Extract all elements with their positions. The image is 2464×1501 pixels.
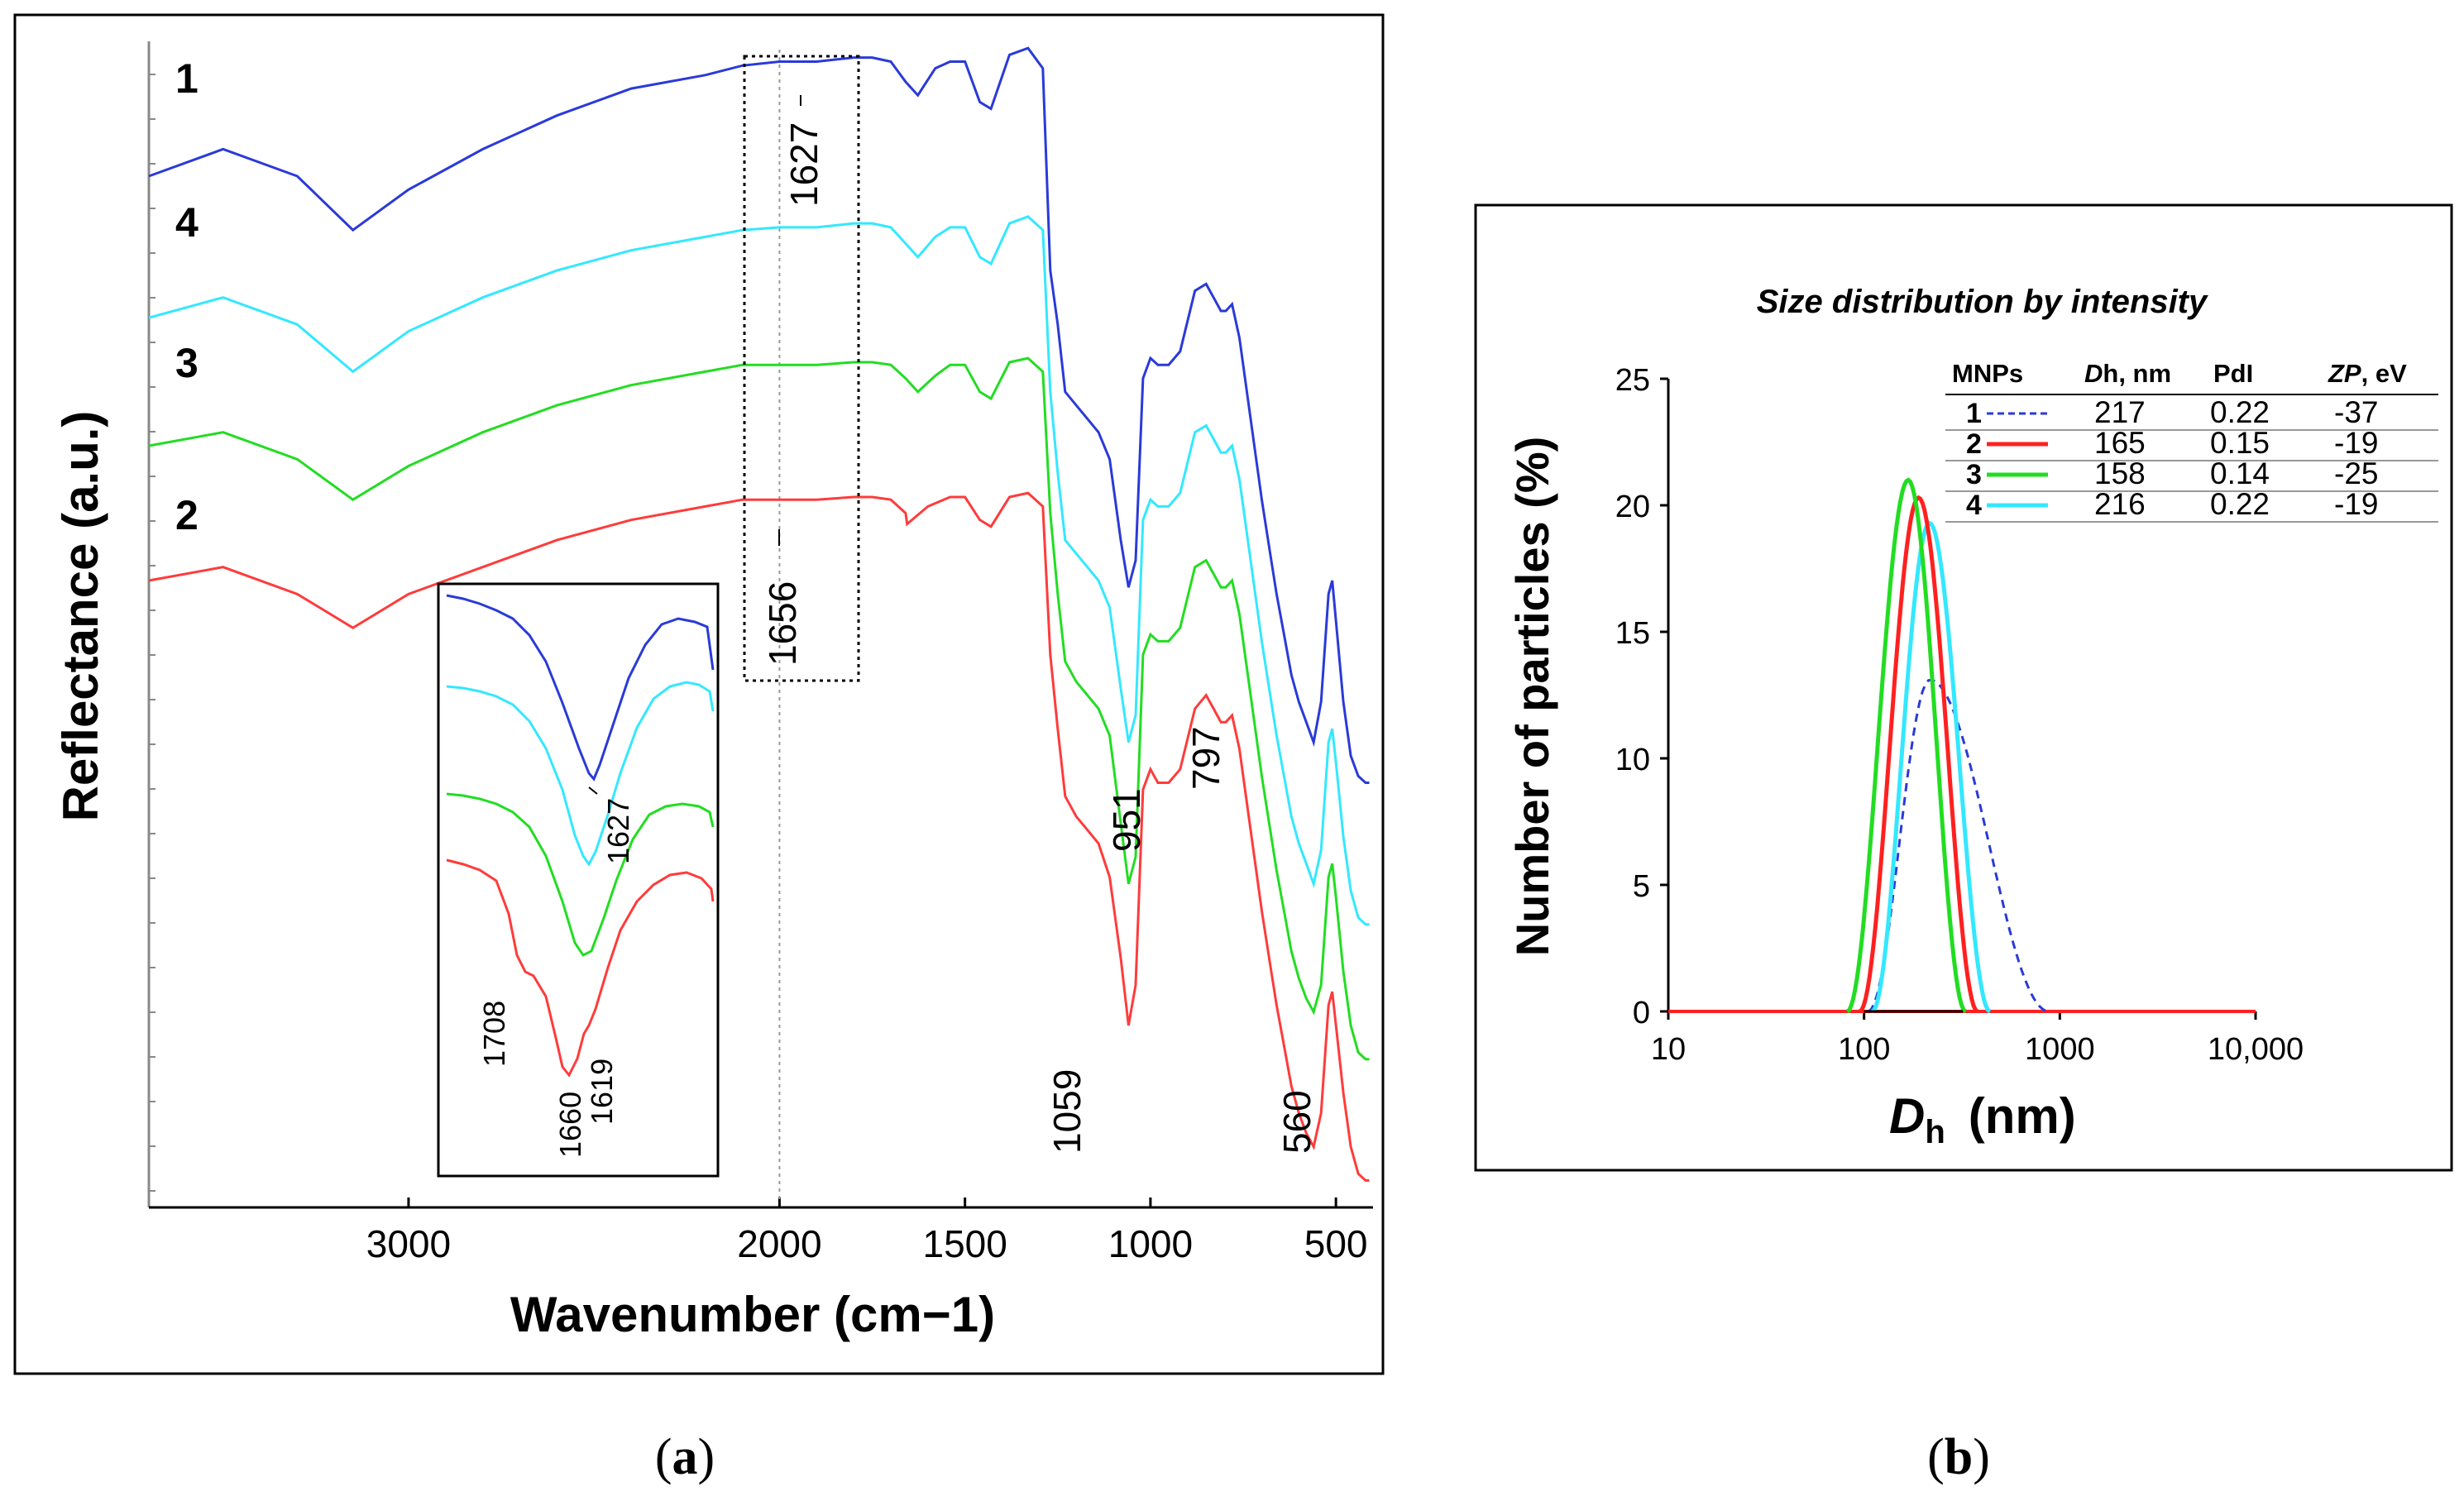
panel-a-y-label: Reflectance (a.u.) <box>53 411 108 822</box>
panel-b-x-label: Dh (nm) <box>1889 1088 2076 1150</box>
table-header-dh: Dh, nm <box>2084 359 2171 388</box>
series-label-4: 4 <box>175 199 199 246</box>
panel-b-series <box>1668 477 2256 1014</box>
panel-b-y-tick-label: 10 <box>1615 743 1650 777</box>
panel-b-frame <box>1474 203 2453 1172</box>
spectrum-series-3 <box>148 356 1370 1061</box>
spectrum-series-2 <box>148 491 1370 1182</box>
inset-frame <box>437 582 720 1178</box>
panel-b-y-label: Number of particles (%) <box>1506 437 1558 957</box>
table-cell-dh: 216 <box>2094 487 2146 521</box>
table-cell-pdi: 0.14 <box>2210 457 2270 490</box>
size-distribution-series-3 <box>1845 477 1967 1014</box>
table-cell-zp: -19 <box>2334 426 2378 460</box>
table-header-zp: ZP, eV <box>2328 359 2407 388</box>
panel-a-x-tick-label: 3000 <box>366 1222 451 1265</box>
table-row: 1 217 0.22 -37 <box>1945 395 2438 431</box>
table-row: 3 158 0.14 -25 <box>1945 457 2438 492</box>
peak-label-1627: 1627 <box>782 122 825 207</box>
panel-b: Size distribution by intensity 0 5 10 15 20 2… <box>1474 203 2453 1172</box>
caption-a: (a) <box>655 1429 715 1485</box>
size-distribution-series-4 <box>1871 520 1992 1014</box>
panel-b-title: Size distribution by intensity <box>1757 284 2208 320</box>
series-label-2: 2 <box>175 492 199 538</box>
table-header-mnps: MNPs <box>1952 359 2023 388</box>
panel-b-x-ticks: 10 100 1000 10,000 <box>1651 1011 2304 1067</box>
table-cell-id: 2 <box>1966 428 1982 460</box>
table-cell-zp: -37 <box>2334 395 2378 429</box>
peak-label-560: 560 <box>1275 1090 1318 1154</box>
peak-label-797: 797 <box>1184 726 1227 790</box>
panel-b-y-tick-label: 5 <box>1633 869 1650 904</box>
spectrum-series-1 <box>148 46 1370 784</box>
series-label-3: 3 <box>175 340 199 386</box>
peak-label-951: 951 <box>1105 788 1148 852</box>
panel-a-y-minor-ticks <box>149 74 155 1192</box>
panel-b-x-tick-label: 10 <box>1651 1032 1686 1067</box>
panel-a-series <box>148 46 1370 1182</box>
series-label-1: 1 <box>175 55 199 102</box>
panel-a-x-tick-label: 2000 <box>737 1222 821 1265</box>
peak-label-1656: 1656 <box>761 581 804 666</box>
size-distribution-series-2 <box>1858 495 1979 1014</box>
panel-b-y-tick-label: 20 <box>1615 490 1650 524</box>
table-cell-dh: 165 <box>2094 426 2146 460</box>
inset-label-1660: 1660 <box>553 1092 587 1158</box>
table-cell-pdi: 0.22 <box>2210 395 2270 429</box>
inset-chart: 1627 1708 1660 1619 <box>437 582 720 1178</box>
size-distribution-series-1 <box>1867 678 2050 1013</box>
panel-a: 3000 2000 1500 1000 500 1 4 3 2 Reflectance … <box>13 13 1385 1375</box>
table-cell-zp: -19 <box>2334 487 2378 521</box>
table-cell-id: 1 <box>1966 398 1982 429</box>
panel-b-y-ticks: 0 5 10 15 20 25 <box>1615 363 1668 1030</box>
table-cell-id: 3 <box>1966 459 1982 490</box>
size-table: MNPs Dh, nm PdI ZP, eV 1 217 0.22 -37 2 165 0.… <box>1945 359 2438 523</box>
highlight-box <box>743 55 860 682</box>
table-row: 4 216 0.22 -19 <box>1945 487 2438 523</box>
table-cell-pdi: 0.15 <box>2210 426 2270 460</box>
panel-a-frame <box>13 13 1385 1375</box>
panel-b-y-tick-label: 0 <box>1633 996 1650 1030</box>
panel-b-y-tick-label: 15 <box>1615 616 1650 651</box>
caption-b: (b) <box>1927 1429 1990 1485</box>
table-header-pdi: PdI <box>2213 359 2253 388</box>
spectrum-series-4 <box>148 215 1370 926</box>
peak-label-1059: 1059 <box>1045 1069 1088 1154</box>
panel-a-x-tick-label: 1000 <box>1108 1222 1193 1265</box>
table-row: 2 165 0.15 -19 <box>1945 426 2438 461</box>
inset-label-1708: 1708 <box>477 1001 511 1067</box>
panel-b-x-tick-label: 1000 <box>2025 1032 2095 1067</box>
inset-label-1627: 1627 <box>601 798 635 864</box>
panel-b-y-tick-label: 25 <box>1615 363 1650 398</box>
table-cell-zp: -25 <box>2334 457 2378 490</box>
panel-a-x-tick-label: 1500 <box>922 1222 1007 1265</box>
panel-a-x-ticks: 3000 2000 1500 1000 500 <box>366 1197 1368 1265</box>
table-cell-dh: 158 <box>2094 457 2146 490</box>
panel-a-x-tick-label: 500 <box>1304 1222 1368 1265</box>
inset-label-1619: 1619 <box>585 1059 619 1125</box>
panel-b-x-tick-label: 100 <box>1838 1032 1890 1067</box>
inset-series-4 <box>446 681 715 867</box>
table-cell-dh: 217 <box>2094 395 2146 429</box>
inset-series-1 <box>446 594 715 782</box>
table-cell-pdi: 0.22 <box>2210 487 2270 521</box>
table-cell-id: 4 <box>1966 490 1982 521</box>
panel-b-x-tick-label: 10,000 <box>2208 1032 2304 1067</box>
panel-a-x-label: Wavenumber (cm−1) <box>510 1287 995 1342</box>
inset-series-3 <box>446 792 715 957</box>
inset-series-2 <box>446 858 715 1078</box>
inset-leader-1627 <box>588 786 598 795</box>
